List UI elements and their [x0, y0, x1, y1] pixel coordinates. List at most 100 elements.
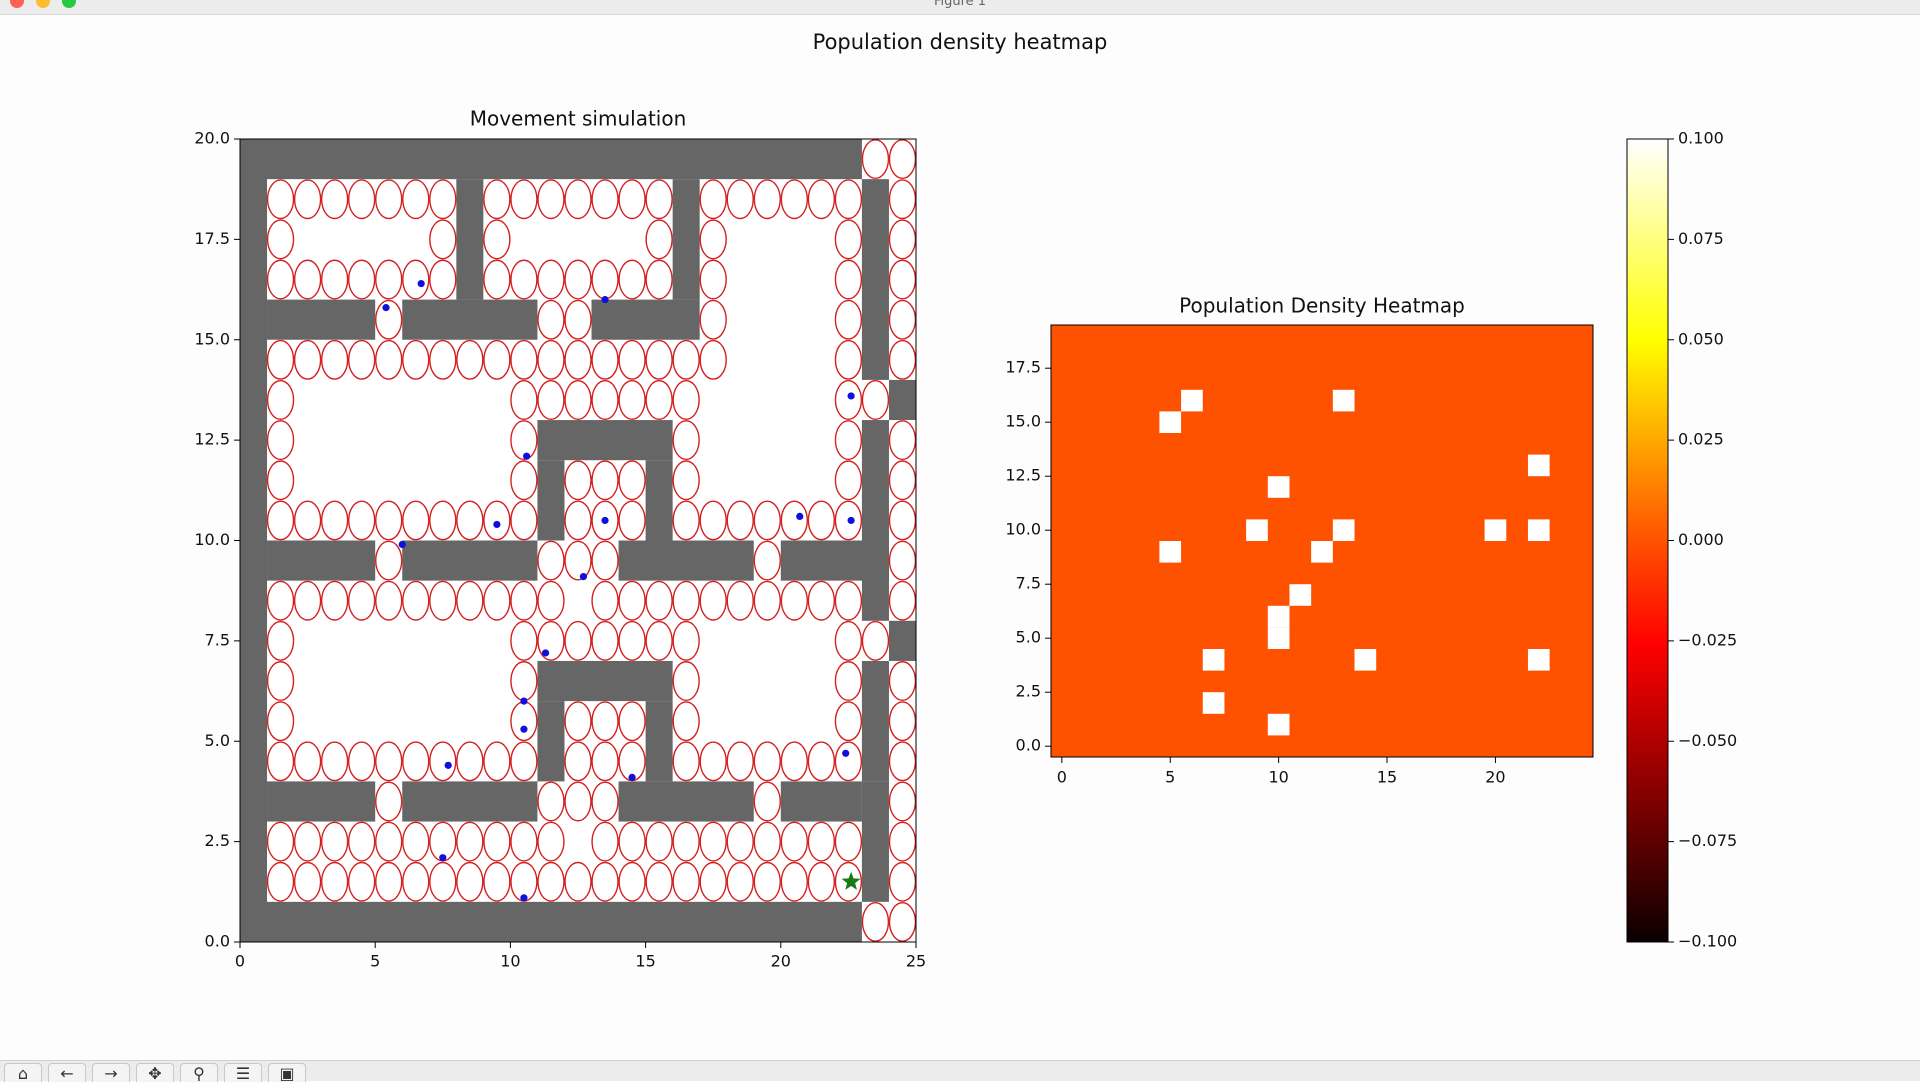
cell-ring [564, 540, 592, 581]
colorbar-tick-label: 0.025 [1678, 430, 1724, 449]
cell-ring [807, 580, 836, 621]
configure-subplots-button[interactable]: ☰ [224, 1063, 262, 1083]
maze-wall [537, 660, 673, 702]
cell-ring [645, 821, 673, 862]
colorbar-tick-label: 0.050 [1678, 329, 1724, 348]
agent-point [601, 516, 609, 525]
cell-ring [834, 339, 863, 380]
cell-ring [537, 299, 565, 340]
cell-ring [320, 179, 349, 220]
cell-ring [483, 741, 511, 782]
cell-ring [483, 259, 511, 300]
back-button[interactable]: ← [48, 1063, 86, 1083]
agent-point [842, 749, 850, 757]
agent-point [520, 894, 528, 902]
cell-ring [699, 861, 727, 902]
cell-ring [834, 299, 863, 340]
maze-wall [618, 781, 754, 822]
y-tick-label: 5.0 [205, 731, 230, 750]
cell-ring [834, 701, 863, 742]
cell-ring [645, 861, 673, 902]
maze-wall [402, 299, 538, 340]
cell-ring [753, 179, 781, 220]
minimize-window-button[interactable] [36, 0, 50, 8]
cell-ring [726, 861, 754, 902]
cell-ring [266, 821, 295, 862]
cell-ring [672, 741, 700, 782]
agent-point [439, 854, 447, 862]
colorbar-tick-label: 0.000 [1678, 530, 1724, 549]
cell-ring [402, 179, 430, 220]
y-tick-label: 2.5 [205, 831, 230, 850]
cell-ring [726, 179, 754, 220]
maze-wall [267, 781, 376, 822]
close-window-button[interactable] [10, 0, 24, 8]
zoom-button[interactable]: ⚲ [180, 1063, 218, 1083]
goal-star [841, 871, 861, 890]
cell-ring [645, 620, 673, 661]
maximize-window-button[interactable] [62, 0, 76, 8]
save-button[interactable]: ▣ [268, 1063, 306, 1083]
cell-ring [564, 380, 592, 420]
y-tick-label: 10.0 [194, 530, 230, 549]
heatmap-cell [1159, 541, 1182, 563]
cell-ring [402, 339, 430, 380]
heatmap-cell [1267, 476, 1290, 498]
cell-ring [645, 219, 673, 260]
cell-ring [483, 861, 511, 902]
figure-canvas: Population density heatmap 0 5 10 15 20 25 0.0… [0, 14, 1920, 1060]
heatmap-cell [1202, 649, 1225, 671]
cell-ring [375, 500, 403, 541]
cell-ring [564, 861, 592, 902]
cell-ring [564, 781, 592, 822]
heatmap-x-tick-label: 5 [1165, 768, 1175, 787]
heatmap-y-tick-label: 0.0 [1016, 736, 1041, 755]
cell-ring [591, 339, 619, 380]
agent-point [382, 304, 390, 312]
cell-ring [591, 741, 619, 782]
forward-button[interactable]: → [92, 1063, 130, 1083]
cell-ring [564, 460, 592, 501]
heatmap-cell [1527, 649, 1550, 671]
cell-ring [780, 861, 808, 902]
maze-wall [861, 179, 889, 380]
heatmap-y-tick-label: 2.5 [1016, 682, 1041, 701]
cell-ring [293, 179, 322, 220]
cell-ring [807, 821, 836, 862]
colorbar-tick-label: 0.100 [1678, 129, 1724, 148]
cell-ring [699, 580, 727, 621]
cell-ring [266, 580, 295, 621]
cell-ring [888, 701, 917, 742]
cell-ring [618, 861, 646, 902]
y-tick-label: 12.5 [194, 430, 230, 449]
heatmap-cell [1527, 519, 1550, 541]
maze-wall [240, 901, 862, 942]
cell-ring [645, 339, 673, 380]
cell-ring [510, 460, 538, 501]
home-button[interactable]: ⌂ [4, 1063, 42, 1083]
cell-ring [510, 179, 538, 220]
cell-ring [807, 861, 836, 902]
cell-ring [348, 179, 376, 220]
cell-ring [564, 259, 592, 300]
cell-ring [375, 781, 403, 822]
cell-ring [266, 741, 295, 782]
cell-ring [266, 219, 295, 260]
heatmap-cell [1267, 605, 1290, 628]
pan-button[interactable]: ✥ [136, 1063, 174, 1083]
cell-ring [266, 179, 295, 220]
home-icon: ⌂ [17, 1064, 29, 1083]
cell-ring [266, 380, 295, 420]
cell-ring [456, 339, 484, 380]
cell-ring [483, 821, 511, 862]
cell-ring [402, 741, 430, 782]
cell-ring [402, 821, 430, 862]
cell-ring [618, 580, 646, 621]
cell-ring [483, 580, 511, 621]
maze-wall [240, 139, 862, 180]
heatmap-cell [1354, 649, 1377, 671]
cell-ring [645, 580, 673, 621]
cell-ring [320, 259, 349, 300]
agent-point [520, 697, 528, 705]
cell-ring [888, 580, 917, 621]
